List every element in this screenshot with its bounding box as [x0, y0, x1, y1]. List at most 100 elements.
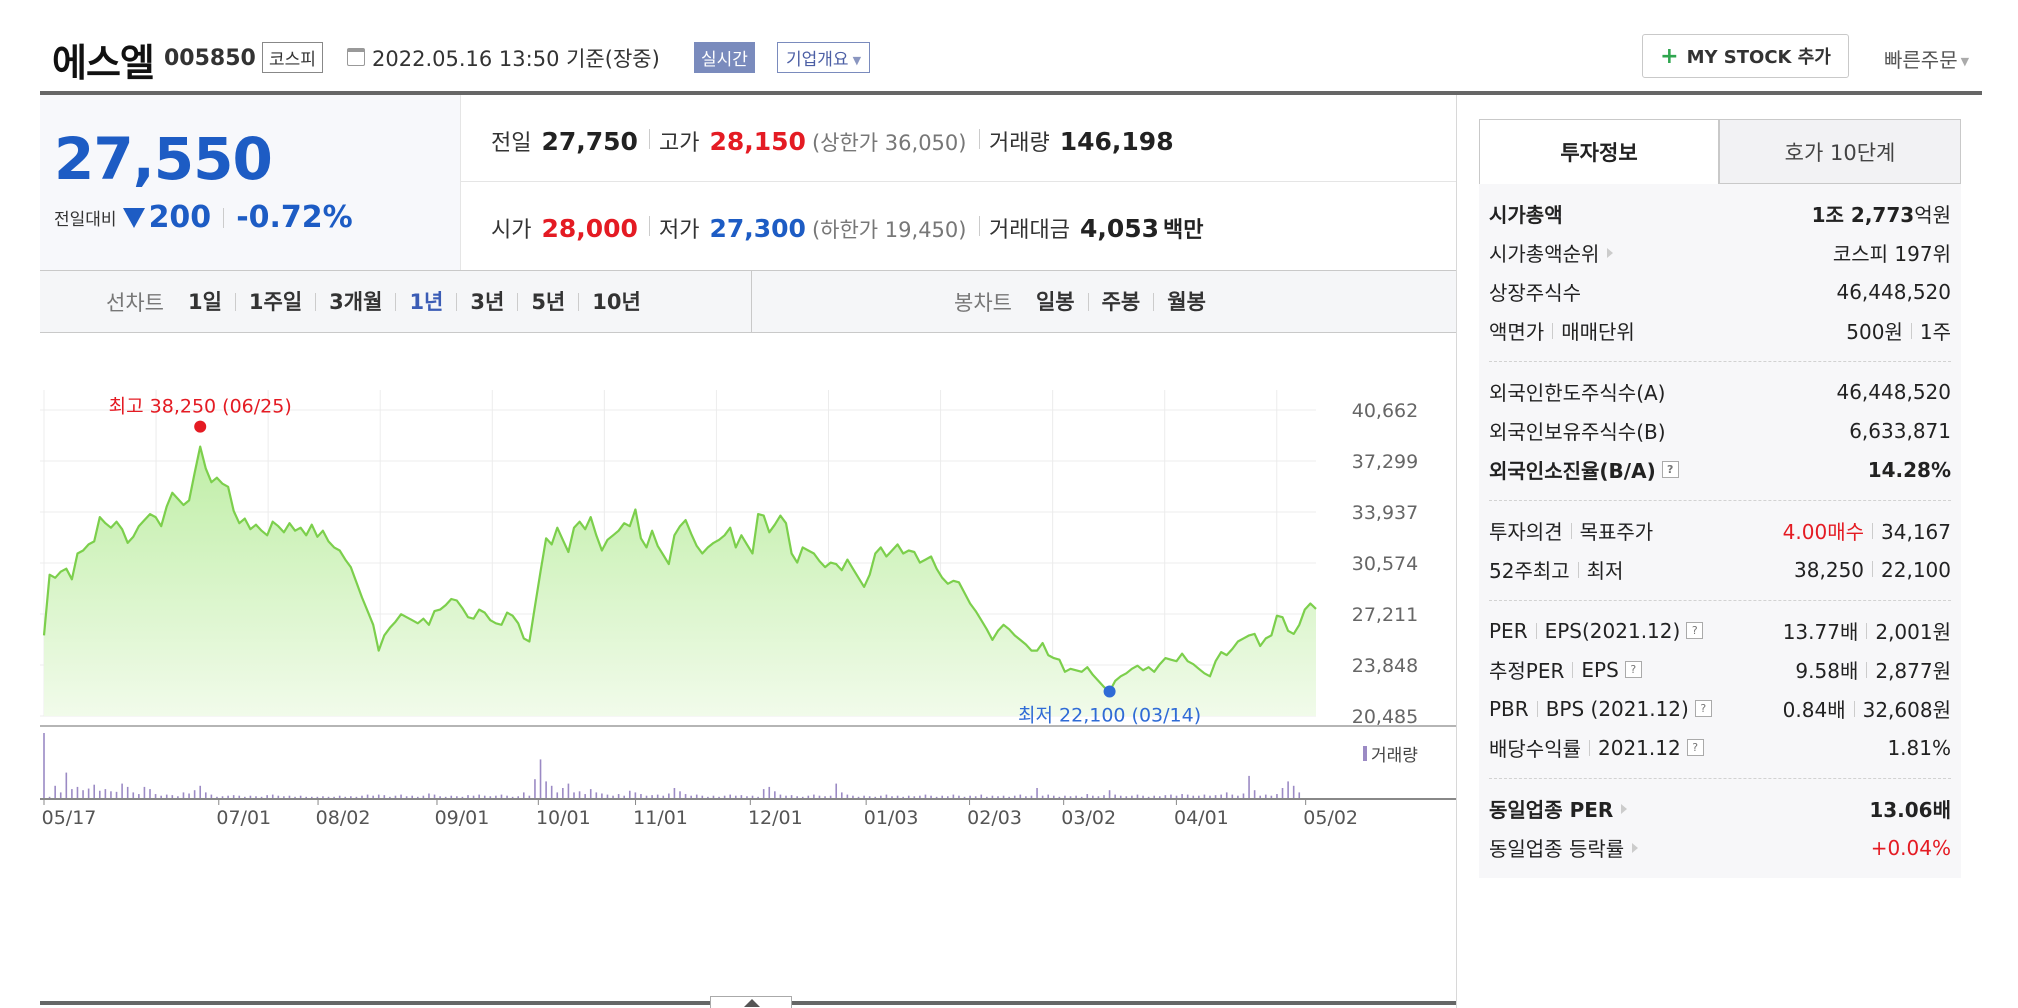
divider: [223, 207, 225, 228]
volume-bar: [411, 795, 414, 799]
down-arrow-icon: [122, 207, 145, 228]
quick-order-dropdown[interactable]: 빠른주문 ▼: [1884, 44, 1969, 73]
face-value: 500원: [1846, 320, 1903, 344]
volume-bar: [182, 792, 185, 799]
help-icon[interactable]: ?: [1694, 700, 1712, 717]
price-change: 전일대비 200 -0.72%: [54, 200, 353, 235]
volume-bar: [751, 795, 754, 799]
info-value: 4.00매수 34,167: [1783, 516, 1951, 545]
tab-weekly[interactable]: 주봉: [1087, 291, 1154, 312]
tab-1w[interactable]: 1주일: [234, 291, 315, 312]
industry-rate-link[interactable]: 동일업종 등락률: [1489, 833, 1639, 862]
eps-value: 2,001원: [1875, 620, 1951, 644]
volume-bar: [863, 795, 865, 799]
volume-bar: [160, 795, 162, 799]
volume-bar: [857, 796, 860, 799]
volume-bar: [656, 794, 659, 799]
volume-bar: [428, 793, 430, 799]
volume-bar: [121, 783, 123, 799]
volume-bar: [1270, 795, 1273, 799]
volume-bar: [400, 794, 402, 799]
company-overview-dropdown[interactable]: 기업개요 ▼: [777, 42, 871, 73]
current-price: 27,550: [54, 125, 273, 193]
tab-5y[interactable]: 5년: [517, 291, 578, 312]
help-icon[interactable]: ?: [1661, 461, 1679, 478]
volume-bar: [244, 796, 246, 799]
volume-bar: [1114, 794, 1116, 799]
plus-icon: +: [1660, 43, 1679, 69]
divider: [1866, 623, 1868, 639]
stats-row: 시가 28,000 저가 27,300 (하한가 19,450) 거래대금 4,053 백…: [461, 182, 1457, 269]
tab-1y[interactable]: 1년: [395, 291, 456, 312]
volume-bar: [556, 792, 559, 799]
opinion-label: 투자의견: [1489, 520, 1563, 544]
volume-bar: [110, 791, 112, 799]
realtime-button[interactable]: 실시간: [694, 42, 755, 73]
volume-bar: [919, 795, 921, 799]
cap-rank-link[interactable]: 시가총액순위: [1489, 238, 1614, 267]
y-tick-label: 40,662: [1352, 400, 1418, 422]
volume-bar: [1052, 795, 1055, 799]
price-box: 27,550 전일대비 200 -0.72%: [40, 95, 460, 270]
volume-bar: [623, 795, 626, 799]
info-group-market-cap: 시가총액 1조 2,773억원 시가총액순위 코스피 197위 상장주식수 46…: [1489, 184, 1951, 362]
tab-1d[interactable]: 1일: [187, 289, 222, 314]
help-icon[interactable]: ?: [1686, 739, 1704, 756]
upper-limit: (상한가 36,050): [811, 131, 967, 155]
tab-invest-info[interactable]: 투자정보: [1479, 119, 1719, 184]
tab-10y[interactable]: 10년: [578, 291, 654, 312]
volume-bar: [824, 796, 826, 799]
diff-label: 전일대비: [54, 210, 117, 230]
volume-bar: [1209, 795, 1211, 799]
volume-bar: [98, 790, 101, 799]
info-label: 추정PER EPS?: [1489, 655, 1642, 684]
tab-3y[interactable]: 3년: [456, 291, 517, 312]
volume-bar: [316, 796, 319, 799]
volume-bar: [467, 795, 469, 799]
volume-bar: [986, 796, 988, 799]
volume-bar: [1158, 796, 1161, 799]
side-tabs: 투자정보 호가 10단계: [1479, 119, 1961, 184]
volume-bar: [1186, 794, 1189, 799]
collapse-chart-button[interactable]: [710, 996, 792, 1008]
volume-bar: [1036, 788, 1038, 799]
market-cap-value: 1조 2,773: [1811, 203, 1915, 227]
volume-bar: [679, 791, 681, 799]
price-chart[interactable]: 40,662 37,299 33,937 30,574 27,211 23,848 20,4…: [40, 333, 1456, 1008]
tab-3m[interactable]: 3개월: [315, 291, 395, 312]
stat-value: 4,053: [1079, 214, 1160, 243]
volume-bar: [1047, 794, 1050, 799]
volume-bar: [1019, 794, 1022, 799]
volume-bar: [1198, 795, 1200, 799]
y-tick-label: 20,485: [1352, 706, 1418, 728]
tab-orderbook[interactable]: 호가 10단계: [1719, 119, 1961, 184]
volume-bar: [232, 795, 235, 799]
info-group-industry: 동일업종 PER 13.06배 동일업종 등락률 +0.04%: [1489, 779, 1951, 878]
industry-per-link[interactable]: 동일업종 PER: [1489, 794, 1628, 823]
info-group-valuation: PER EPS(2021.12)? 13.77배 2,001원 추정PER EPS? …: [1489, 601, 1951, 779]
volume-bar: [1292, 785, 1295, 799]
info-label: 52주최고 최저: [1489, 555, 1623, 584]
tab-daily[interactable]: 일봉: [1035, 289, 1075, 314]
volume-bar: [377, 794, 380, 799]
x-tick-label: 05/17: [42, 807, 97, 829]
volume-bar: [439, 796, 441, 799]
volume-bar: [43, 733, 45, 799]
volume-bar: [165, 794, 168, 799]
volume-bar: [389, 796, 391, 799]
high-annotation: 최고 38,250 (06/25): [109, 396, 292, 418]
tab-monthly[interactable]: 월봉: [1153, 291, 1219, 312]
volume-bar: [1041, 795, 1044, 799]
volume-bar: [1259, 795, 1262, 799]
info-label: PBR BPS (2021.12)?: [1489, 697, 1712, 721]
help-icon[interactable]: ?: [1624, 661, 1642, 678]
info-row: 투자의견 목표주가 4.00매수 34,167: [1489, 511, 1951, 550]
volume-bar: [82, 790, 84, 799]
volume-bar: [695, 794, 698, 799]
volume-bar: [896, 795, 899, 799]
volume-bar: [774, 791, 776, 799]
line-chart-label: 선차트: [106, 290, 164, 315]
help-icon[interactable]: ?: [1686, 622, 1704, 639]
volume-bar: [1025, 796, 1027, 799]
add-mystock-button[interactable]: + MY STOCK 추가: [1642, 34, 1849, 78]
